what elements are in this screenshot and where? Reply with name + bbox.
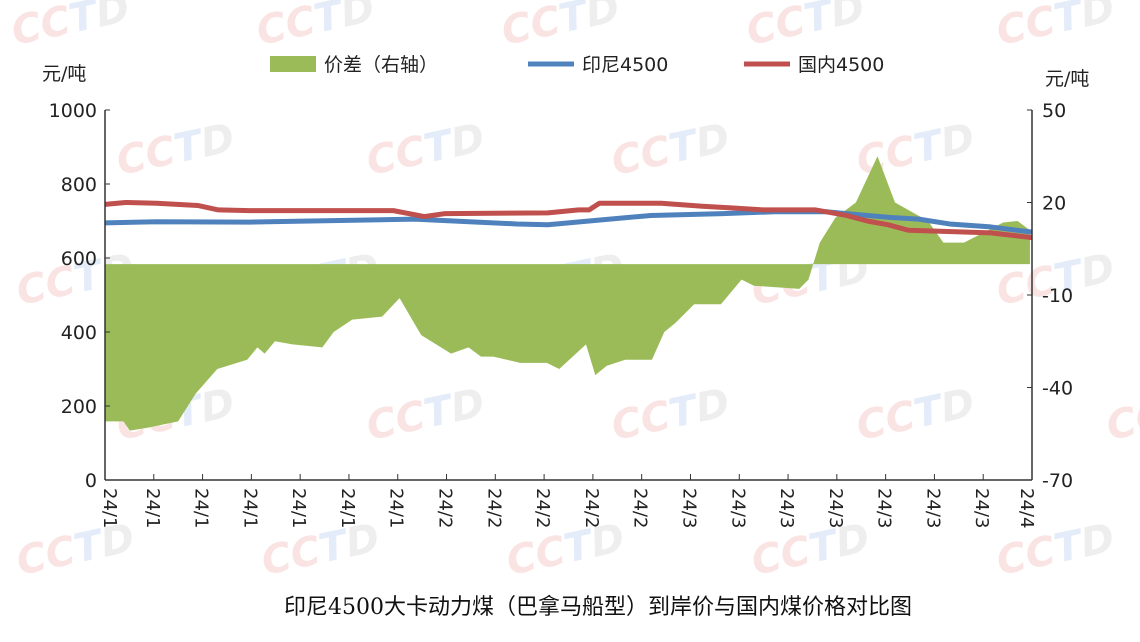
left-tick-label: 600	[61, 248, 97, 270]
x-tick-label: 24/3	[776, 488, 797, 528]
x-tick-label: 24/4	[1016, 488, 1037, 528]
right-tick-label: 20	[1042, 193, 1066, 215]
watermark-text: CCTD	[113, 115, 239, 185]
x-tick-label: 24/3	[678, 488, 699, 528]
axes: 0 200 400 600 800 1000 -70 -40 -10 20 50 24/1 24/1 24…	[49, 100, 1073, 528]
left-axis-label: 元/吨	[42, 63, 86, 85]
x-tick-label: 24/1	[386, 488, 407, 528]
x-tick-label: 24/2	[581, 488, 602, 528]
watermark-text: CCTD	[498, 0, 624, 55]
watermark-text: CCTD	[608, 115, 734, 185]
x-tick-label: 24/3	[922, 488, 943, 528]
left-tick-label: 0	[85, 470, 97, 492]
line-layer	[104, 200, 1033, 241]
watermark-text: CCTD	[13, 515, 139, 585]
legend-label-indo: 印尼4500	[582, 54, 668, 76]
domestic-4500-line	[104, 200, 1033, 241]
watermark-text: CCTD	[258, 515, 384, 585]
x-tick-label: 24/1	[239, 488, 260, 528]
price-diff-area	[105, 156, 1030, 431]
watermark-text: CCTD	[993, 0, 1119, 55]
watermark-text: CCTD	[743, 0, 869, 55]
left-tick-label: 800	[61, 174, 97, 196]
x-tick-label: 24/1	[337, 488, 358, 528]
x-tick-label: 24/2	[630, 488, 651, 528]
left-tick-label: 400	[61, 322, 97, 344]
right-tick-label: -10	[1042, 285, 1073, 307]
indonesia-4500-line	[104, 209, 1033, 235]
watermark-text: CCTD	[853, 380, 979, 450]
watermark-text: CCTD	[8, 0, 134, 55]
x-tick-label: 24/3	[727, 488, 748, 528]
x-tick-label: 24/2	[483, 488, 504, 528]
x-tick-label: 24/3	[874, 488, 895, 528]
x-tick-label: 24/1	[142, 488, 163, 528]
legend-swatch-diff	[270, 56, 316, 72]
x-tick-label: 24/1	[288, 488, 309, 528]
watermark-text: CCTD	[253, 0, 379, 55]
legend: 价差（右轴） 印尼4500 国内4500	[270, 54, 884, 76]
x-tick-label: 24/2	[435, 488, 456, 528]
right-tick-label: 50	[1042, 100, 1066, 122]
right-axis-label: 元/吨	[1045, 68, 1089, 90]
watermark-text: CCTD	[363, 115, 489, 185]
watermark-text: CCTD	[993, 245, 1119, 315]
area-layer	[105, 156, 1030, 431]
legend-label-diff: 价差（右轴）	[324, 54, 438, 76]
right-tick-label: -40	[1042, 378, 1073, 400]
x-tick-label: 24/3	[825, 488, 846, 528]
legend-label-dom: 国内4500	[798, 54, 884, 76]
x-tick-label: 24/2	[532, 488, 553, 528]
watermark-text: CCTD	[608, 380, 734, 450]
chart-title: 印尼4500大卡动力煤（巴拿马船型）到岸价与国内煤价格对比图	[284, 594, 912, 620]
left-tick-label: 1000	[49, 100, 97, 122]
x-tick-label: 24/1	[191, 488, 212, 528]
watermark-text: CCTD	[503, 515, 629, 585]
watermark-text: CCTD	[363, 380, 489, 450]
watermark-text: CCTD	[748, 515, 874, 585]
watermark-text: CCTD	[993, 515, 1119, 585]
x-tick-label: 24/1	[99, 488, 120, 528]
right-tick-label: -70	[1042, 470, 1073, 492]
left-tick-label: 200	[61, 396, 97, 418]
x-tick-label: 24/3	[971, 488, 992, 528]
watermark-text: CCTD	[1103, 380, 1140, 450]
